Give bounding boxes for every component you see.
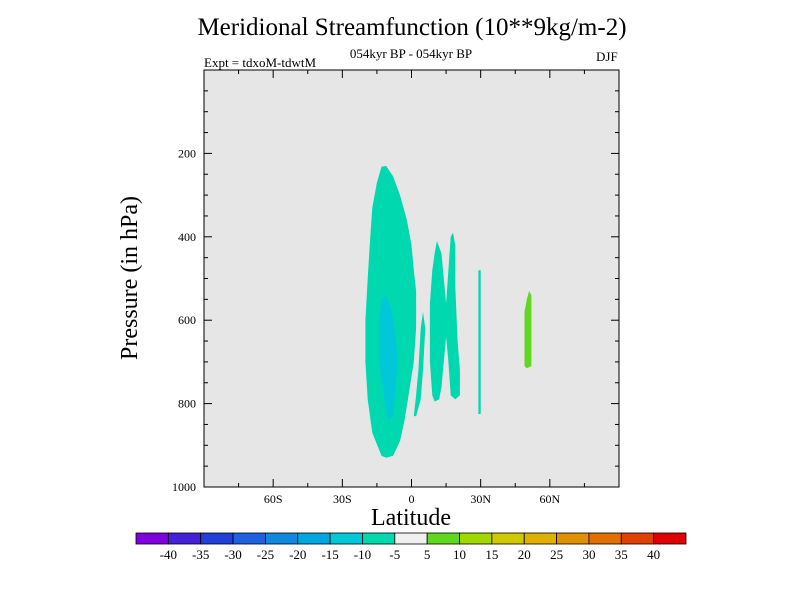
- contour-region-core-a: [379, 295, 398, 421]
- contour-region-sliver-c: [478, 270, 481, 414]
- colorbar-box-9: [426, 532, 460, 545]
- chart-title: Meridional Streamfunction (10**9kg/m-2): [197, 14, 627, 41]
- contour-region-band-b: [429, 232, 460, 402]
- colorbar-box-8: [394, 532, 428, 545]
- colorbar-label-14: 35: [615, 547, 628, 562]
- colorbar-box-11: [491, 532, 525, 545]
- colorbar-label-5: -15: [321, 547, 338, 562]
- colorbar-label-9: 10: [453, 547, 466, 562]
- colorbar-box-10: [459, 532, 493, 545]
- colorbar-box-15: [620, 532, 655, 545]
- x-tick-label-4: 60N: [539, 492, 560, 506]
- contour-region-notch-a: [413, 311, 426, 417]
- y-tick-label-4: 1000: [172, 480, 196, 494]
- colorbar-box-2: [200, 532, 234, 545]
- colorbar-label-2: -30: [224, 547, 241, 562]
- y-tick-label-0: 200: [178, 146, 196, 160]
- colorbar-label-0: -40: [160, 547, 177, 562]
- x-axis-label: Latitude: [371, 505, 451, 531]
- colorbar-label-1: -35: [192, 547, 209, 562]
- y-tick-label-1: 400: [178, 230, 196, 244]
- chart-subtitle: 054kyr BP - 054kyr BP: [349, 46, 473, 61]
- colorbar-labels: -40 -35 -30 -25 -20 -15 -10 -5 5 10 15 20 25 30 35 40: [160, 547, 660, 562]
- colorbar-box-0: [135, 532, 169, 545]
- colorbar-box-3: [232, 532, 266, 545]
- colorbar-box-13: [556, 532, 590, 545]
- colorbar-label-7: -5: [389, 547, 400, 562]
- colorbar-box-12: [523, 532, 557, 545]
- colorbar-label-13: 30: [582, 547, 595, 562]
- x-tick-label-0: 60S: [264, 492, 283, 506]
- colorbar-box-1: [167, 532, 202, 545]
- colorbar-label-3: -25: [257, 547, 274, 562]
- colorbar-label-10: 15: [485, 547, 498, 562]
- x-tick-label-3: 30N: [470, 492, 491, 506]
- y-axis-label: Pressure (in hPa): [117, 196, 143, 360]
- contour-region-patch-d: [524, 291, 532, 369]
- x-tick-label-2: 0: [409, 492, 415, 506]
- colorbar-box-16: [653, 532, 687, 545]
- y-tick-label-3: 800: [178, 397, 196, 411]
- colorbar-box-5: [297, 532, 331, 545]
- season-label: DJF: [596, 49, 618, 64]
- x-tick-label-1: 30S: [333, 492, 352, 506]
- colorbar-box-6: [329, 532, 363, 545]
- colorbar-label-8: 5: [424, 547, 431, 562]
- experiment-label: Expt = tdxoM-tdwtM: [204, 55, 317, 70]
- axis-tick-labels: 60S 30S 0 30N 60N 200 400 600 800 1000: [172, 146, 560, 506]
- contour-regions: [365, 165, 532, 458]
- colorbar-box-7: [362, 532, 396, 545]
- colorbar-box-14: [588, 532, 622, 545]
- colorbar-label-4: -20: [289, 547, 306, 562]
- colorbar-label-11: 20: [518, 547, 531, 562]
- colorbar: [135, 532, 687, 545]
- axis-ticks: [204, 70, 619, 488]
- colorbar-label-12: 25: [550, 547, 563, 562]
- colorbar-label-6: -10: [354, 547, 371, 562]
- colorbar-box-4: [265, 532, 299, 545]
- colorbar-label-15: 40: [647, 547, 660, 562]
- y-tick-label-2: 600: [178, 313, 196, 327]
